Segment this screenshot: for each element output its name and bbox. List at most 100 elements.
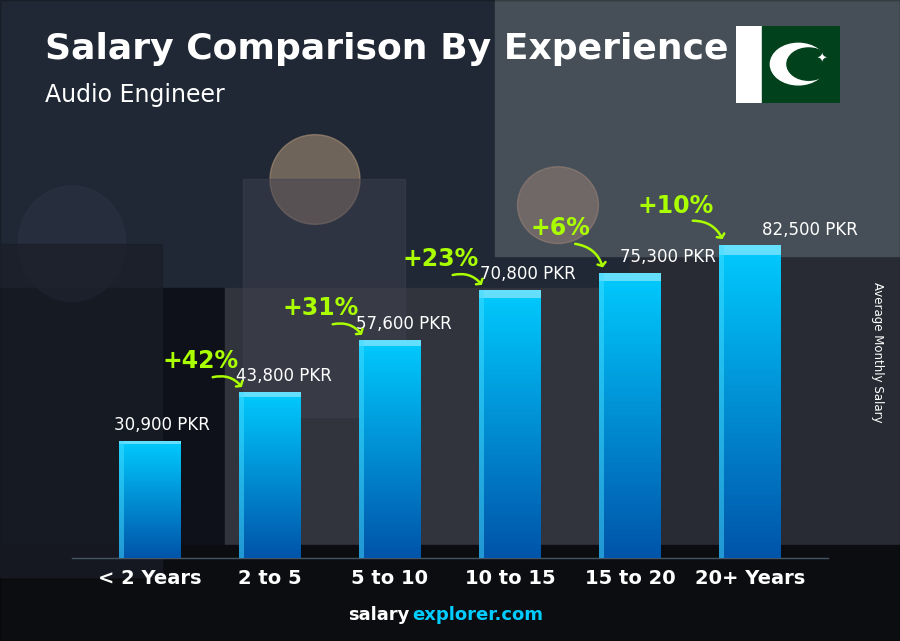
Ellipse shape — [18, 186, 126, 301]
Bar — [359, 551, 421, 554]
Text: explorer.com: explorer.com — [412, 606, 544, 624]
Bar — [479, 473, 541, 478]
Bar — [238, 422, 302, 425]
Bar — [479, 544, 541, 549]
Bar — [598, 306, 662, 311]
Bar — [719, 501, 781, 506]
Bar — [119, 478, 181, 479]
Bar — [0, 545, 900, 641]
Bar — [719, 438, 781, 443]
Bar — [719, 521, 781, 526]
Bar — [359, 369, 421, 372]
Bar — [119, 447, 181, 449]
Bar — [719, 479, 781, 485]
Bar — [598, 467, 662, 472]
Bar — [719, 360, 781, 365]
Bar — [238, 541, 302, 544]
Bar — [719, 271, 781, 277]
Bar — [359, 543, 421, 547]
Bar — [719, 246, 781, 251]
Bar — [119, 460, 181, 462]
Bar — [598, 292, 662, 296]
Bar — [119, 458, 181, 460]
Bar — [598, 501, 662, 505]
Bar — [119, 483, 181, 485]
Bar — [238, 544, 302, 547]
Bar — [598, 529, 662, 534]
Bar — [238, 444, 302, 447]
Bar — [238, 478, 302, 480]
Bar — [238, 450, 302, 453]
Bar — [719, 433, 781, 438]
Bar — [359, 510, 421, 514]
Bar — [598, 287, 662, 292]
Bar — [359, 470, 421, 474]
Bar — [119, 517, 181, 519]
Bar — [359, 442, 421, 445]
Bar — [598, 311, 662, 315]
Bar — [238, 492, 302, 494]
Bar — [719, 308, 781, 313]
Bar — [359, 488, 421, 492]
Bar — [479, 344, 541, 348]
Bar — [479, 317, 541, 321]
Bar — [238, 505, 302, 508]
Bar — [119, 488, 181, 490]
Bar — [119, 550, 181, 552]
Bar — [598, 538, 662, 544]
Bar — [598, 320, 662, 325]
Bar — [719, 531, 781, 537]
Bar — [479, 392, 541, 397]
Bar — [238, 480, 302, 483]
Bar — [719, 553, 781, 558]
Bar — [238, 414, 302, 417]
Bar — [598, 339, 662, 344]
Bar — [238, 547, 302, 549]
Bar — [119, 528, 181, 530]
Bar — [598, 434, 662, 439]
Bar — [719, 277, 781, 282]
Bar — [719, 370, 781, 376]
Bar — [238, 467, 302, 469]
Bar — [238, 392, 302, 397]
Bar — [598, 296, 662, 301]
Bar — [598, 282, 662, 287]
Bar — [238, 403, 302, 406]
Bar — [719, 344, 781, 349]
Bar — [359, 401, 421, 405]
Bar — [359, 427, 421, 431]
Bar — [359, 409, 421, 412]
Bar — [719, 537, 781, 542]
Bar — [238, 475, 302, 478]
Text: ✦: ✦ — [817, 53, 827, 66]
Bar — [119, 556, 181, 558]
Bar — [719, 349, 781, 354]
Bar — [119, 453, 181, 454]
Bar — [479, 335, 541, 339]
Circle shape — [770, 44, 826, 85]
Bar — [359, 340, 421, 344]
Bar — [598, 420, 662, 425]
Bar — [598, 477, 662, 481]
Bar — [719, 391, 781, 396]
Bar — [119, 544, 181, 546]
Bar — [719, 443, 781, 449]
Bar — [479, 290, 483, 558]
Bar — [238, 497, 302, 499]
Bar — [359, 340, 364, 558]
Text: 57,600 PKR: 57,600 PKR — [356, 315, 452, 333]
Bar — [238, 469, 302, 472]
Bar — [359, 460, 421, 463]
Bar — [479, 522, 541, 526]
Circle shape — [787, 48, 831, 80]
Bar — [719, 354, 781, 360]
Bar — [119, 546, 181, 548]
Bar — [238, 555, 302, 558]
Bar — [119, 479, 181, 481]
Bar — [719, 339, 781, 344]
Bar — [359, 438, 421, 442]
Bar — [598, 458, 662, 463]
Bar — [359, 394, 421, 398]
Bar — [119, 548, 181, 550]
Bar — [359, 485, 421, 488]
